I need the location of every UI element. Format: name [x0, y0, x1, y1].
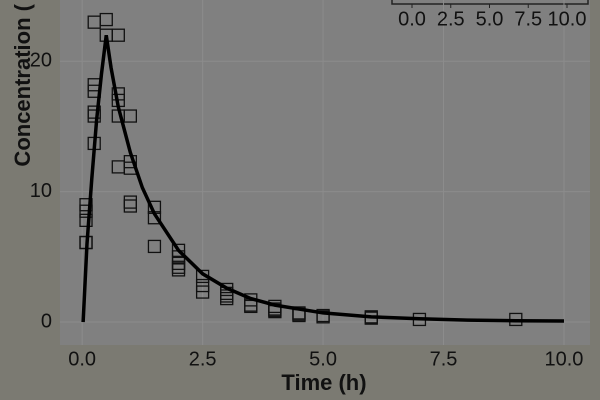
y-axis-title: Concentration ( [10, 3, 35, 166]
data-point [111, 28, 125, 42]
plot-panel [60, 0, 590, 345]
x-axis-title: Time (h) [281, 370, 366, 395]
inset-tick-label: 5.0 [476, 8, 504, 30]
data-point [123, 199, 137, 213]
data-point [195, 285, 210, 299]
data-point [87, 109, 101, 123]
data-point [99, 12, 113, 27]
x-tick-label: 7.5 [430, 348, 458, 370]
x-tick-label: 10.0 [545, 348, 584, 370]
inset-tick-label: 7.5 [514, 8, 542, 30]
data-point [79, 213, 93, 228]
y-tick-label: 20 [30, 50, 52, 72]
x-tick-label: 2.5 [189, 348, 217, 370]
data-point [268, 302, 282, 316]
inset-tick-label: 0.0 [398, 8, 426, 30]
y-tick-label: 0 [41, 310, 52, 332]
y-tick-label: 10 [30, 180, 52, 202]
data-point [316, 308, 330, 323]
inset-tick-label: 10.0 [548, 8, 587, 30]
data-point [171, 260, 186, 274]
x-tick-label: 5.0 [309, 348, 337, 370]
data-point [123, 109, 137, 123]
x-tick-label: 0.0 [68, 348, 96, 370]
data-point [79, 204, 93, 218]
data-point [147, 239, 162, 254]
fit-line [81, 34, 564, 323]
inset-tick-label: 2.5 [437, 8, 465, 30]
